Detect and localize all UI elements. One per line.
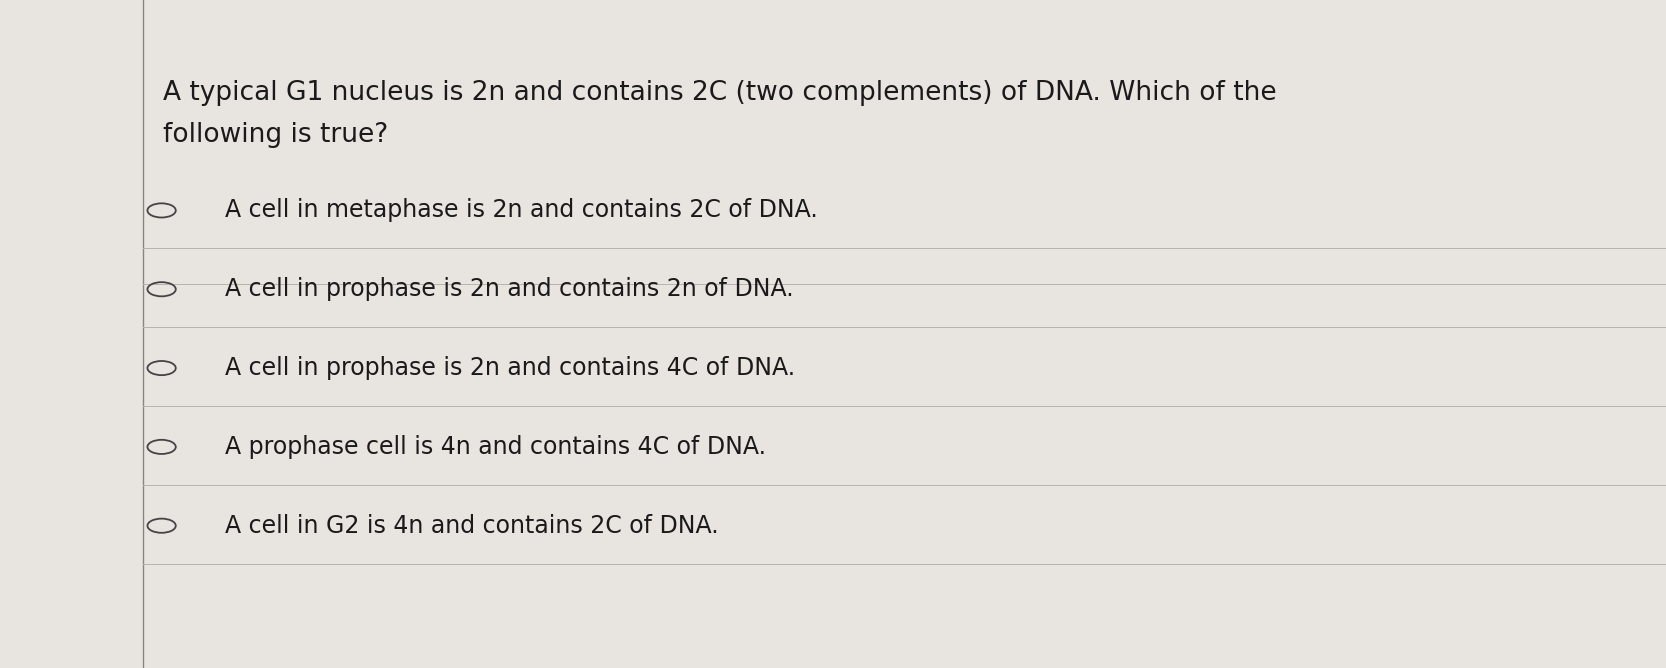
Text: A cell in G2 is 4n and contains 2C of DNA.: A cell in G2 is 4n and contains 2C of DN… xyxy=(225,514,718,538)
Text: A prophase cell is 4n and contains 4C of DNA.: A prophase cell is 4n and contains 4C of… xyxy=(225,435,766,459)
Text: A cell in prophase is 2n and contains 4C of DNA.: A cell in prophase is 2n and contains 4C… xyxy=(225,356,795,380)
Text: A typical G1 nucleus is 2n and contains 2C (two complements) of DNA. Which of th: A typical G1 nucleus is 2n and contains … xyxy=(163,80,1276,148)
Text: A cell in prophase is 2n and contains 2n of DNA.: A cell in prophase is 2n and contains 2n… xyxy=(225,277,793,301)
Text: A cell in metaphase is 2n and contains 2C of DNA.: A cell in metaphase is 2n and contains 2… xyxy=(225,198,818,222)
